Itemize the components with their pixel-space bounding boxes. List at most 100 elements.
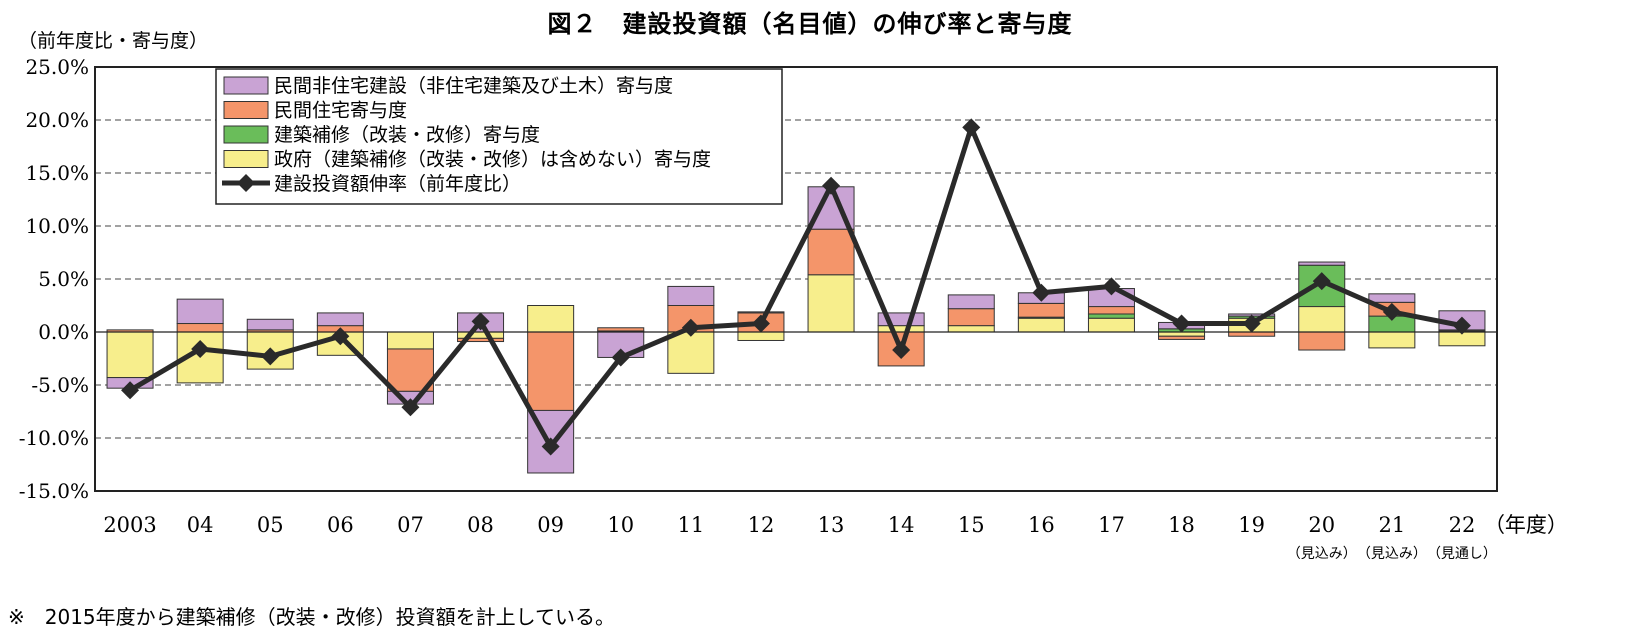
x-tick-label: 22 bbox=[1449, 513, 1476, 537]
growth-rate-marker bbox=[1452, 316, 1471, 335]
bar-segment bbox=[667, 285, 715, 307]
y-axis-ticks: -15.0% -10.0% -5.0% 0.0% 5.0% 10.0% 15.0% 20.0%… bbox=[19, 55, 89, 503]
bar-segment bbox=[807, 228, 855, 276]
y-tick-label: -5.0% bbox=[31, 373, 89, 397]
growth-rate-marker bbox=[611, 348, 630, 367]
x-tick-label: 08 bbox=[467, 513, 494, 537]
x-tick-note: （見込み） bbox=[1287, 546, 1357, 562]
bar-segment bbox=[947, 294, 995, 310]
x-tick-label: 10 bbox=[607, 513, 634, 537]
growth-rate-marker bbox=[331, 327, 350, 346]
x-tick-label: 09 bbox=[537, 513, 564, 537]
growth-rate-marker bbox=[261, 347, 280, 366]
plot-frame bbox=[94, 66, 1498, 492]
x-axis-ticks: 2003 04 05 06 07 08 09 10 11 12 13 14 15 16 17 18 19 20 （見… bbox=[103, 513, 1497, 562]
x-tick-label: 21 bbox=[1378, 513, 1405, 537]
x-tick-label: 07 bbox=[397, 513, 424, 537]
growth-rate-polyline bbox=[128, 124, 1463, 449]
y-tick-label: 5.0% bbox=[38, 267, 89, 291]
legend-label: 民間住宅寄与度 bbox=[274, 100, 407, 122]
bar-segment bbox=[807, 274, 855, 333]
growth-rate-marker bbox=[751, 314, 770, 333]
stacked-bars bbox=[106, 186, 1486, 474]
x-tick-label: 06 bbox=[327, 513, 354, 537]
x-tick-label: 20 bbox=[1308, 513, 1335, 537]
x-tick-label: 16 bbox=[1028, 513, 1055, 537]
y-tick-label: -10.0% bbox=[19, 426, 89, 450]
growth-rate-marker bbox=[121, 381, 140, 400]
y-tick-label: 10.0% bbox=[25, 214, 89, 238]
bar-segment bbox=[1368, 331, 1416, 349]
x-tick-label: 05 bbox=[257, 513, 284, 537]
bar-segment bbox=[1298, 331, 1346, 351]
bar-segment bbox=[176, 323, 224, 333]
legend-marker bbox=[237, 174, 255, 192]
bar-segment bbox=[877, 325, 925, 333]
x-tick-label: 04 bbox=[187, 513, 214, 537]
growth-rate-marker bbox=[892, 341, 911, 360]
legend-swatch bbox=[223, 76, 269, 95]
x-tick-note: （見通し） bbox=[1427, 546, 1497, 562]
y-tick-label: 25.0% bbox=[25, 55, 89, 79]
bar-segment bbox=[1158, 331, 1206, 337]
x-tick-label: 17 bbox=[1098, 513, 1125, 537]
growth-rate-marker bbox=[1382, 302, 1401, 321]
bar-segment bbox=[737, 331, 785, 341]
x-tick-label: 18 bbox=[1168, 513, 1195, 537]
bar-segment bbox=[737, 311, 785, 314]
growth-rate-marker bbox=[822, 176, 841, 195]
growth-rate-marker bbox=[1242, 314, 1261, 333]
bar-segment bbox=[527, 331, 575, 411]
x-axis-suffix: （年度） bbox=[1484, 513, 1568, 537]
bar-segment bbox=[386, 331, 434, 350]
bar-segment bbox=[386, 348, 434, 392]
bar-segment bbox=[1087, 306, 1135, 315]
growth-rate-marker bbox=[541, 437, 560, 456]
bar-segment bbox=[1087, 313, 1135, 319]
bar-segment bbox=[106, 331, 154, 379]
bar-segment bbox=[316, 312, 364, 327]
bar-segment bbox=[947, 325, 995, 333]
legend-swatch bbox=[223, 101, 269, 119]
growth-rate-marker bbox=[1312, 272, 1331, 291]
legend-box bbox=[215, 68, 783, 205]
y-tick-label: 0.0% bbox=[38, 320, 89, 344]
bar-segment bbox=[1368, 293, 1416, 303]
x-tick-label: 11 bbox=[677, 513, 704, 537]
x-tick-label: 12 bbox=[748, 513, 775, 537]
bar-segment bbox=[1228, 331, 1276, 337]
x-tick-label: 15 bbox=[958, 513, 985, 537]
legend-label: 民間非住宅建設（非住宅建築及び土木）寄与度 bbox=[274, 75, 673, 97]
chart-title: 図２ 建設投資額（名目値）の伸び率と寄与度 bbox=[548, 10, 1073, 38]
growth-rate-marker bbox=[1172, 314, 1191, 333]
legend-label: 建設投資額伸率（前年度比） bbox=[274, 173, 521, 195]
bar-segment bbox=[1017, 302, 1065, 318]
bar-segment bbox=[1298, 261, 1346, 266]
bar-segment bbox=[527, 305, 575, 333]
bar-segment bbox=[597, 327, 645, 332]
y-tick-label: 20.0% bbox=[25, 108, 89, 132]
x-tick-label: 19 bbox=[1238, 513, 1265, 537]
x-tick-note: （見込み） bbox=[1357, 546, 1427, 562]
growth-rate-marker bbox=[962, 118, 981, 137]
x-tick-label: 2003 bbox=[103, 513, 156, 537]
footnote: ※ 2015年度から建築補修（改装・改修）投資額を計上している。 bbox=[8, 605, 615, 629]
legend-label: 政府（建築補修（改装・改修）は含めない）寄与度 bbox=[274, 149, 711, 171]
y-axis-label: （前年度比・寄与度） bbox=[18, 30, 208, 52]
legend: 民間非住宅建設（非住宅建築及び土木）寄与度民間住宅寄与度建築補修（改装・改修）寄… bbox=[215, 68, 783, 205]
bar-segment bbox=[176, 298, 224, 325]
y-tick-label: 15.0% bbox=[25, 161, 89, 185]
legend-swatch bbox=[223, 150, 269, 168]
bar-segment bbox=[1158, 335, 1206, 340]
growth-rate-marker bbox=[681, 318, 700, 337]
bar-segment bbox=[947, 308, 995, 327]
y-tick-label: -15.0% bbox=[19, 479, 89, 503]
growth-rate-marker bbox=[1032, 283, 1051, 302]
growth-rate-marker bbox=[401, 398, 420, 417]
growth-rate-marker bbox=[1102, 277, 1121, 296]
bar-segment bbox=[246, 318, 294, 331]
growth-rate-line bbox=[121, 118, 1471, 456]
legend-label: 建築補修（改装・改修）寄与度 bbox=[274, 124, 540, 146]
bar-segment bbox=[1298, 306, 1346, 333]
